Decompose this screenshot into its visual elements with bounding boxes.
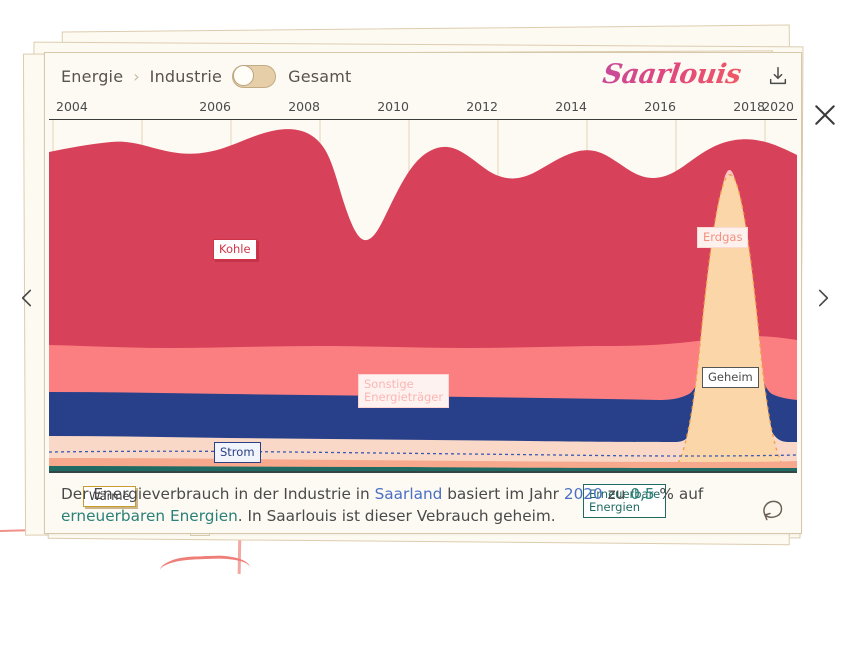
caption-part-5: . In Saarlouis ist dieser Vebrauch gehei… — [237, 507, 556, 525]
x-tick-2018: 2018 — [733, 99, 765, 114]
series-label-strom[interactable]: Strom — [214, 442, 261, 463]
caption-part-2: basiert im Jahr — [442, 485, 564, 503]
x-tick-2014: 2014 — [555, 99, 587, 114]
x-tick-2020: 2020 — [762, 99, 794, 114]
series-erneuerbare — [49, 466, 797, 473]
breadcrumb-industrie[interactable]: Industrie — [149, 66, 223, 86]
series-label-waerme[interactable]: Wärme — [83, 486, 136, 507]
rotate-arrow-icon[interactable] — [757, 495, 787, 525]
caption-year[interactable]: 2020 — [563, 485, 603, 503]
series-label-kohle[interactable]: Kohle — [213, 239, 257, 260]
x-tick-2006: 2006 — [199, 99, 231, 114]
caption-part-1: Der Energieverbrauch in der Industrie in — [61, 485, 375, 503]
series-label-sonstige[interactable]: Sonstige Energieträger — [358, 374, 450, 408]
area-chart-svg — [49, 120, 797, 473]
decorative-sheet-curve — [159, 554, 251, 591]
series-strom — [49, 174, 797, 473]
caption-region[interactable]: Saarland — [374, 485, 443, 503]
close-icon[interactable] — [810, 100, 840, 130]
toggle-label: Gesamt — [288, 66, 352, 86]
chevron-right-icon[interactable] — [810, 285, 836, 311]
series-geheim-outline — [668, 174, 792, 473]
energy-card: Energie › Industrie Gesamt Saarlouis 200… — [44, 52, 802, 534]
series-geheim — [669, 174, 791, 473]
x-tick-2016: 2016 — [644, 99, 676, 114]
saarlouis-logo: Saarlouis — [601, 59, 744, 90]
series-label-erdgas[interactable]: Erdgas — [697, 227, 749, 248]
card-header: Energie › Industrie Gesamt Saarlouis — [45, 53, 801, 99]
waerme-dashed-line — [49, 450, 797, 457]
x-tick-2012: 2012 — [466, 99, 498, 114]
caption-part-3: zu — [602, 485, 631, 503]
caption-value: 0,5 — [630, 485, 655, 503]
caption-energy-term[interactable]: erneuerbaren Energien — [61, 507, 238, 525]
chart-caption: Der Energieverbrauch in der Industrie in… — [45, 473, 801, 533]
chart-area: 2004 2006 2008 2010 2012 2014 2016 2018 … — [45, 99, 801, 518]
x-axis-ticks: 2004 2006 2008 2010 2012 2014 2016 2018 … — [49, 99, 797, 120]
x-tick-2008: 2008 — [288, 99, 320, 114]
chevron-right-icon: › — [133, 66, 140, 86]
series-label-erneuerbare[interactable]: Erneuerbare Energien — [583, 484, 667, 518]
toggle-knob — [233, 64, 255, 86]
gesamt-toggle[interactable] — [232, 64, 277, 88]
series-label-geheim[interactable]: Geheim — [702, 367, 759, 388]
chevron-left-icon[interactable] — [14, 285, 40, 311]
x-tick-2004: 2004 — [56, 99, 88, 114]
download-icon[interactable] — [767, 65, 789, 87]
stacked-area-plot — [49, 120, 797, 473]
caption-part-4: % auf — [654, 485, 704, 503]
breadcrumb-energie[interactable]: Energie — [61, 66, 124, 86]
x-tick-2010: 2010 — [377, 99, 409, 114]
